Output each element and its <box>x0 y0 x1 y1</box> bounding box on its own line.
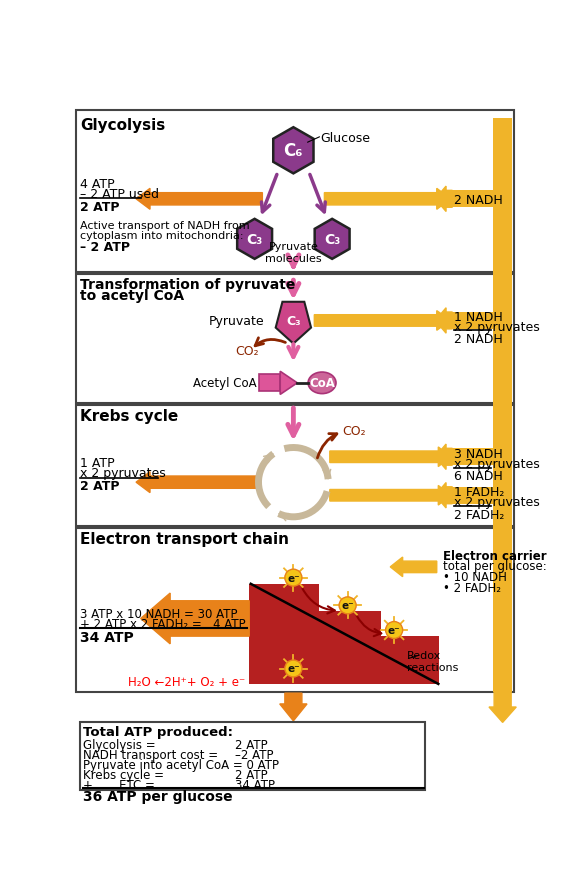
Text: 6 NADH: 6 NADH <box>454 469 502 483</box>
Bar <box>249 645 439 684</box>
Text: –2 ATP: –2 ATP <box>235 748 274 761</box>
Text: 2 ATP: 2 ATP <box>80 200 119 214</box>
Text: Pyruvate
molecules: Pyruvate molecules <box>265 242 322 264</box>
Text: x 2 pyruvates: x 2 pyruvates <box>454 495 539 509</box>
Text: 4 ATP: 4 ATP <box>80 178 115 191</box>
Text: e⁻: e⁻ <box>287 663 300 674</box>
Text: C₃: C₃ <box>246 232 263 247</box>
FancyArrow shape <box>435 308 452 333</box>
Bar <box>319 611 381 684</box>
Text: 36 ATP per glucose: 36 ATP per glucose <box>84 789 233 804</box>
Text: x 2 pyruvates: x 2 pyruvates <box>80 467 166 479</box>
FancyArrow shape <box>435 483 452 509</box>
Bar <box>494 119 512 692</box>
Text: – 2 ATP used: – 2 ATP used <box>80 188 160 201</box>
FancyArrow shape <box>324 190 451 210</box>
Circle shape <box>285 569 302 586</box>
Text: Glycolysis: Glycolysis <box>80 118 165 133</box>
Text: CO₂: CO₂ <box>235 344 259 358</box>
FancyArrow shape <box>489 692 516 722</box>
Bar <box>77 528 514 692</box>
Text: Redox
reactions: Redox reactions <box>407 650 459 672</box>
FancyArrow shape <box>136 472 257 493</box>
FancyArrow shape <box>330 486 451 505</box>
Text: • 10 NADH: • 10 NADH <box>443 570 507 583</box>
Text: + 2 ATP x 2 FADH₂ =   4 ATP: + 2 ATP x 2 FADH₂ = 4 ATP <box>80 617 246 630</box>
FancyArrow shape <box>314 311 451 331</box>
Text: C₃: C₃ <box>324 232 340 247</box>
Text: Electron transport chain: Electron transport chain <box>80 532 289 547</box>
Text: 34 ATP: 34 ATP <box>80 630 134 645</box>
Text: x 2 pyruvates: x 2 pyruvates <box>454 457 539 470</box>
Text: – 2 ATP: – 2 ATP <box>80 241 130 254</box>
Text: 34 ATP: 34 ATP <box>235 778 276 791</box>
Bar <box>249 584 319 684</box>
Text: x 2 pyruvates: x 2 pyruvates <box>454 320 539 333</box>
Bar <box>381 637 439 684</box>
Text: 1 NADH: 1 NADH <box>454 310 502 324</box>
Text: 2 ATP: 2 ATP <box>80 479 119 493</box>
Circle shape <box>339 597 356 614</box>
Text: Glycolysis =: Glycolysis = <box>84 738 156 751</box>
Text: Pyruvate: Pyruvate <box>209 315 264 327</box>
Text: 2 ATP: 2 ATP <box>235 768 268 781</box>
Circle shape <box>386 622 403 638</box>
FancyArrow shape <box>330 447 451 467</box>
Text: 2 ATP: 2 ATP <box>235 738 268 751</box>
Text: total per glucose:: total per glucose: <box>443 560 547 572</box>
Text: Krebs cycle =: Krebs cycle = <box>84 768 164 781</box>
Polygon shape <box>280 372 297 395</box>
Bar <box>77 275 514 403</box>
Text: 2 NADH: 2 NADH <box>454 194 502 207</box>
FancyArrow shape <box>280 694 307 721</box>
Text: 2 NADH: 2 NADH <box>454 333 502 346</box>
Text: 3 ATP x 10 NADH = 30 ATP: 3 ATP x 10 NADH = 30 ATP <box>80 607 238 620</box>
Text: H₂O ←2H⁺+ O₂ + e⁻: H₂O ←2H⁺+ O₂ + e⁻ <box>128 675 245 687</box>
Polygon shape <box>315 220 350 259</box>
Text: Active transport of NADH from: Active transport of NADH from <box>80 221 250 232</box>
Bar <box>452 487 512 504</box>
Bar <box>80 722 425 790</box>
Text: C₆: C₆ <box>284 142 303 160</box>
Ellipse shape <box>308 373 336 394</box>
FancyArrow shape <box>435 187 452 212</box>
FancyArrow shape <box>136 190 262 210</box>
Text: e⁻: e⁻ <box>287 573 300 583</box>
Polygon shape <box>273 128 314 174</box>
Bar <box>259 375 280 392</box>
FancyArrow shape <box>390 558 437 577</box>
Bar <box>452 313 512 330</box>
Text: 2 FADH₂: 2 FADH₂ <box>454 508 504 521</box>
Text: C₃: C₃ <box>286 315 300 327</box>
FancyArrow shape <box>141 594 249 645</box>
Text: CO₂: CO₂ <box>342 424 366 437</box>
Text: 3 NADH: 3 NADH <box>454 447 502 460</box>
Text: Pyruvate into acetyl CoA = 0 ATP: Pyruvate into acetyl CoA = 0 ATP <box>84 758 280 771</box>
Text: cytoplasm into mitochondria:: cytoplasm into mitochondria: <box>80 231 244 240</box>
Text: Glucose: Glucose <box>321 132 371 145</box>
Circle shape <box>285 661 302 678</box>
Bar <box>452 449 512 466</box>
Text: e⁻: e⁻ <box>341 601 354 611</box>
Text: e⁻: e⁻ <box>388 625 400 636</box>
Text: 1 FADH₂: 1 FADH₂ <box>454 485 504 499</box>
Text: 1 ATP: 1 ATP <box>80 457 115 469</box>
Text: Total ATP produced:: Total ATP produced: <box>84 725 233 738</box>
Bar <box>77 406 514 527</box>
Text: +       ETC =: + ETC = <box>84 778 155 791</box>
FancyArrow shape <box>435 444 452 470</box>
Bar <box>77 111 514 273</box>
Text: Acetyl CoA: Acetyl CoA <box>193 377 257 390</box>
Text: NADH transport cost =: NADH transport cost = <box>84 748 219 761</box>
Text: to acetyl CoA: to acetyl CoA <box>80 289 184 303</box>
Polygon shape <box>237 220 272 259</box>
Text: Krebs cycle: Krebs cycle <box>80 409 179 424</box>
Bar <box>452 191 512 208</box>
Polygon shape <box>276 302 311 344</box>
Text: Transformation of pyruvate: Transformation of pyruvate <box>80 278 296 292</box>
Text: • 2 FADH₂: • 2 FADH₂ <box>443 581 501 594</box>
Text: Electron carrier: Electron carrier <box>443 550 546 562</box>
Text: CoA: CoA <box>309 377 335 390</box>
